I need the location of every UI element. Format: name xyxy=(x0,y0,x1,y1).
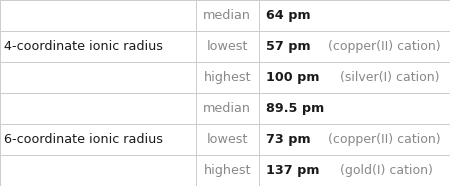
Text: (silver(I) cation): (silver(I) cation) xyxy=(340,71,439,84)
Text: 73 pm: 73 pm xyxy=(266,133,310,146)
Text: (gold(I) cation): (gold(I) cation) xyxy=(340,164,432,177)
Text: 6-coordinate ionic radius: 6-coordinate ionic radius xyxy=(4,133,163,146)
Text: highest: highest xyxy=(203,164,251,177)
Text: lowest: lowest xyxy=(207,40,248,53)
Text: 137 pm: 137 pm xyxy=(266,164,319,177)
Text: 57 pm: 57 pm xyxy=(266,40,310,53)
Text: highest: highest xyxy=(203,71,251,84)
Text: 89.5 pm: 89.5 pm xyxy=(266,102,324,115)
Text: (copper(II) cation): (copper(II) cation) xyxy=(328,40,441,53)
Text: median: median xyxy=(203,9,251,22)
Text: 4-coordinate ionic radius: 4-coordinate ionic radius xyxy=(4,40,163,53)
Text: 100 pm: 100 pm xyxy=(266,71,319,84)
Text: median: median xyxy=(203,102,251,115)
Text: 64 pm: 64 pm xyxy=(266,9,310,22)
Text: lowest: lowest xyxy=(207,133,248,146)
Text: (copper(II) cation): (copper(II) cation) xyxy=(328,133,441,146)
